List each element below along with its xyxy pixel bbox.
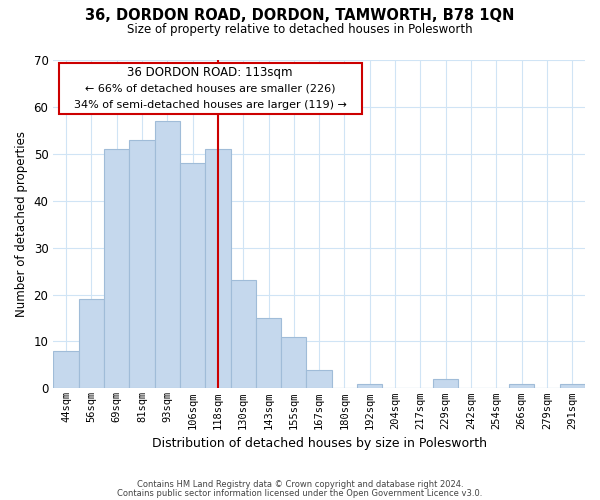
Bar [53, 351, 79, 389]
Bar [307, 370, 332, 388]
Text: Contains public sector information licensed under the Open Government Licence v3: Contains public sector information licen… [118, 488, 482, 498]
Bar [256, 318, 281, 388]
FancyBboxPatch shape [59, 64, 362, 114]
Text: Contains HM Land Registry data © Crown copyright and database right 2024.: Contains HM Land Registry data © Crown c… [137, 480, 463, 489]
Bar [560, 384, 585, 388]
Y-axis label: Number of detached properties: Number of detached properties [15, 131, 28, 317]
Text: Size of property relative to detached houses in Polesworth: Size of property relative to detached ho… [127, 22, 473, 36]
Bar [104, 149, 129, 388]
Bar [155, 121, 180, 388]
Bar [230, 280, 256, 388]
Bar [180, 163, 205, 388]
Text: ← 66% of detached houses are smaller (226): ← 66% of detached houses are smaller (22… [85, 84, 335, 94]
Bar [357, 384, 382, 388]
Bar [79, 300, 104, 388]
Text: 36 DORDON ROAD: 113sqm: 36 DORDON ROAD: 113sqm [127, 66, 293, 79]
Bar [509, 384, 535, 388]
Bar [433, 379, 458, 388]
Bar [129, 140, 155, 388]
Text: 36, DORDON ROAD, DORDON, TAMWORTH, B78 1QN: 36, DORDON ROAD, DORDON, TAMWORTH, B78 1… [85, 8, 515, 22]
X-axis label: Distribution of detached houses by size in Polesworth: Distribution of detached houses by size … [152, 437, 487, 450]
Text: 34% of semi-detached houses are larger (119) →: 34% of semi-detached houses are larger (… [74, 100, 347, 110]
Bar [205, 149, 230, 388]
Bar [281, 337, 307, 388]
